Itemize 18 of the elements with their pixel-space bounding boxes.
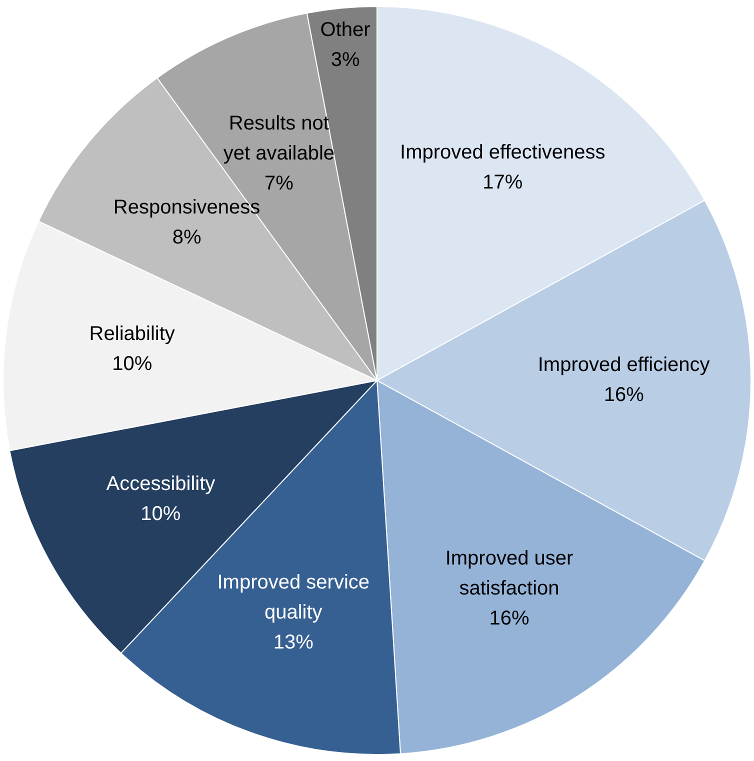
slice-label: Improved effectiveness (400, 142, 606, 164)
data-label: 16% (489, 607, 530, 630)
slice-label: Other (320, 18, 371, 41)
data-label: 3% (330, 48, 360, 71)
data-label: 13% (273, 631, 314, 654)
slice-label: Reliability (89, 323, 175, 346)
data-label: 8% (172, 226, 202, 249)
data-label: 10% (140, 502, 181, 525)
slice-label: Accessibility (106, 472, 216, 495)
slice-label: Improved user satisfaction (445, 547, 574, 600)
slice-label: Responsiveness (113, 196, 260, 219)
data-label: 17% (482, 172, 523, 194)
data-label: 16% (604, 384, 644, 406)
slice-label: Improved efficiency (538, 354, 710, 376)
slice-label: Improved service quality (217, 571, 370, 624)
data-label: 7% (264, 172, 294, 194)
slice-label: Results not yet available (223, 112, 335, 164)
data-label: 10% (112, 353, 152, 376)
